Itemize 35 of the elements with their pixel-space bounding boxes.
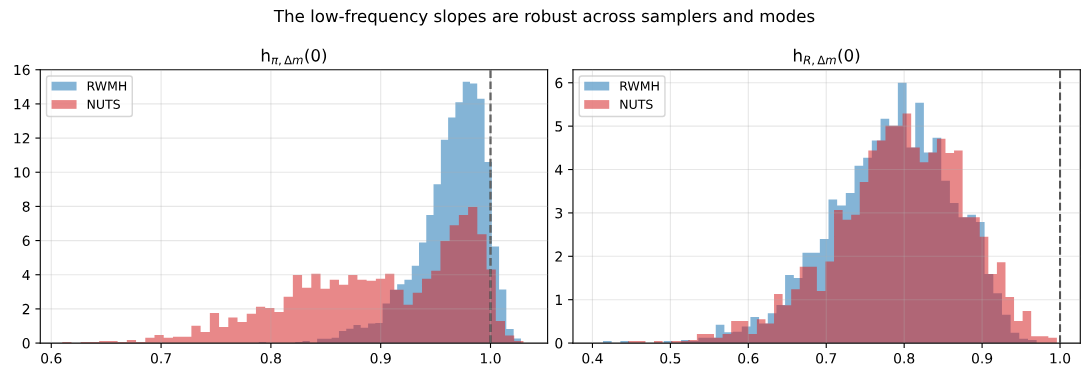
chart-title: h$_{R,Δm}$(0) (793, 48, 860, 66)
y-tick-label: 4 (22, 269, 30, 281)
x-tick-label: 0.9 (370, 353, 391, 364)
y-tick-label: 6 (555, 77, 563, 89)
y-tick-label: 0 (555, 338, 563, 349)
legend-label: RWMH (87, 81, 127, 91)
y-tick-label: 8 (22, 201, 30, 212)
y-tick-label: 12 (14, 133, 30, 144)
legend-label: NUTS (87, 99, 120, 110)
y-tick-label: 16 (14, 64, 30, 76)
legend-label: NUTS (620, 99, 653, 110)
x-tick-label: 0.7 (816, 353, 837, 364)
x-tick-label: 0.8 (260, 353, 281, 364)
chart-title: h$_{π,Δm}$(0) (261, 48, 327, 66)
x-tick-label: 0.7 (150, 353, 171, 364)
text: The low-frequency slopes are robust across samplers and modes (273, 9, 815, 26)
y-tick-label: 14 (14, 99, 30, 110)
x-tick-label: 0.6 (738, 353, 759, 364)
y-tick-label: 4 (555, 164, 563, 175)
x-tick-label: 1.0 (480, 353, 501, 364)
x-tick-label: 0.6 (41, 353, 62, 364)
y-tick-label: 2 (555, 251, 562, 262)
y-tick-label: 2 (22, 303, 30, 315)
y-tick-label: 10 (14, 167, 30, 178)
x-tick-label: 0.9 (971, 353, 993, 364)
x-tick-label: 0.8 (894, 353, 915, 364)
x-tick-label: 0.4 (582, 353, 603, 364)
y-tick-label: 0 (22, 338, 30, 349)
x-tick-label: 0.5 (660, 353, 681, 364)
x-tick-label: 1.0 (1050, 353, 1071, 364)
y-tick-label: 3 (555, 207, 563, 219)
y-tick-label: 1 (555, 294, 562, 305)
y-tick-label: 6 (22, 235, 30, 247)
y-tick-label: 5 (555, 121, 563, 132)
legend-label: RWMH (620, 81, 659, 91)
